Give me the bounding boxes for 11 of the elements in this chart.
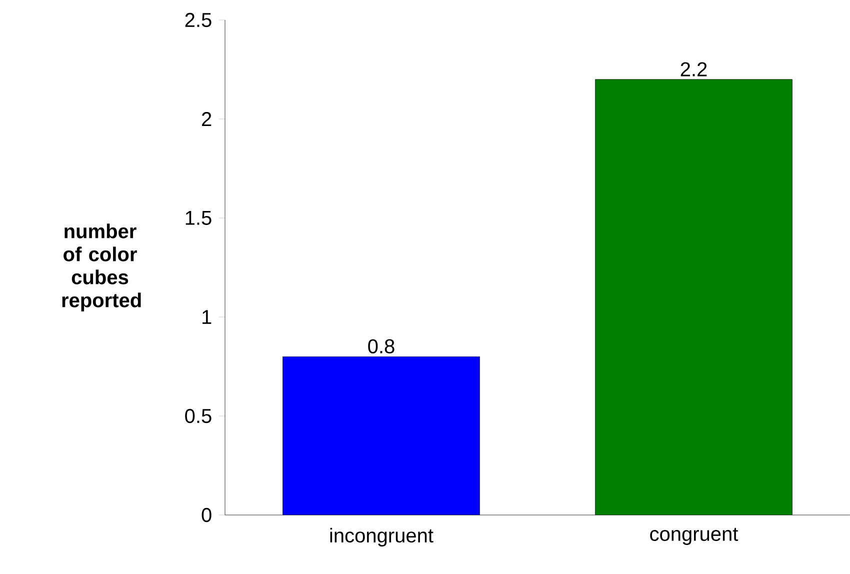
data-label: 0.8 (368, 339, 394, 354)
y-axis-title: number of color cubes reported (62, 224, 141, 312)
data-label: 2.2 (680, 62, 707, 76)
y-tick-label: 0 (202, 508, 212, 522)
y-tick-label: 1 (202, 310, 212, 324)
y-tick-label: 2.5 (185, 12, 212, 28)
y-tick-label: 2 (202, 112, 212, 126)
y-tick-label: 1.5 (186, 211, 212, 225)
y-tick-label: 0.5 (185, 408, 212, 424)
x-tick-label: incongruent (330, 528, 434, 547)
x-tick-label: congruent (650, 528, 738, 545)
